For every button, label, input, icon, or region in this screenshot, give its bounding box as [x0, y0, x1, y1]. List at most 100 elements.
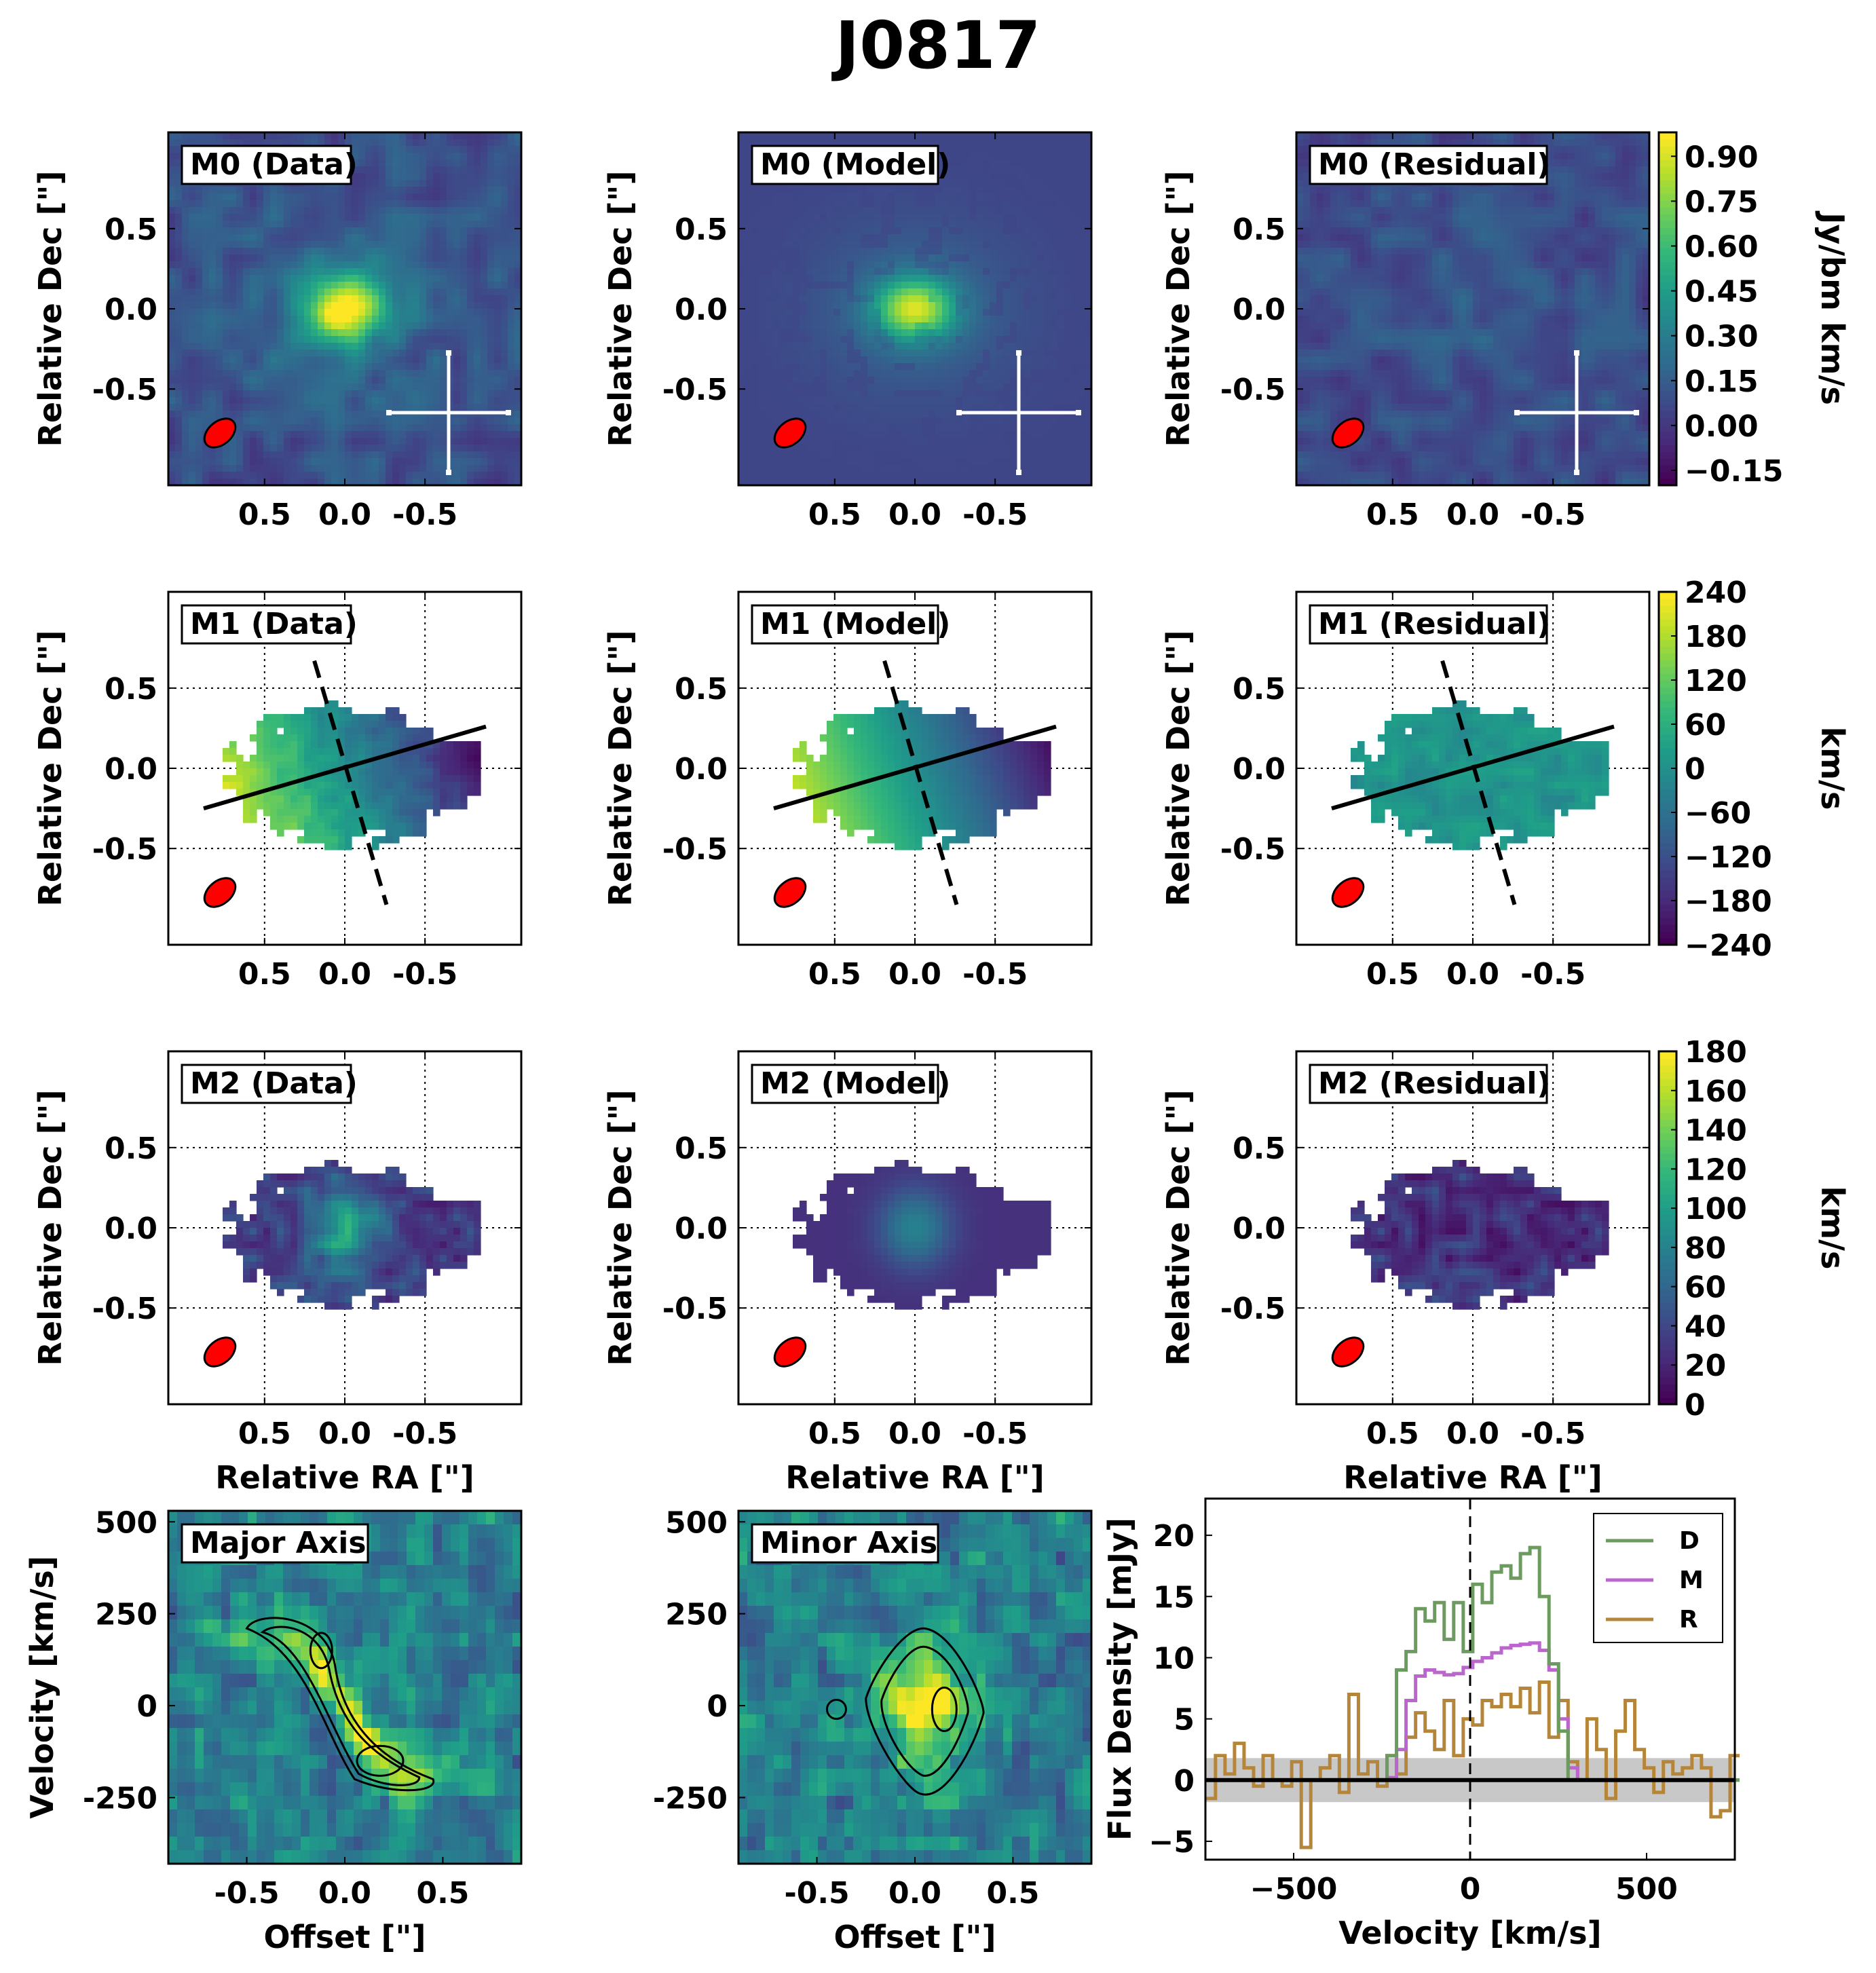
map-pixel: [223, 200, 230, 208]
map-pixel: [474, 370, 481, 377]
map-pixel: [514, 248, 522, 255]
map-pixel: [976, 180, 983, 187]
map-pixel: [168, 390, 176, 398]
map-pixel: [908, 309, 916, 316]
map-pixel: [392, 146, 400, 153]
map-pixel: [840, 282, 848, 289]
map-pixel: [915, 200, 922, 208]
map-pixel: [514, 193, 522, 201]
map-pixel: [908, 248, 916, 255]
map-pixel: [175, 282, 183, 289]
map-pixel: [833, 390, 841, 398]
map-pixel: [243, 200, 250, 208]
map-pixel: [1078, 200, 1085, 208]
map-pixel: [1010, 193, 1017, 201]
map-pixel: [284, 343, 291, 350]
map-pixel: [949, 309, 956, 316]
map-pixel: [290, 322, 298, 330]
map-pixel: [202, 261, 210, 269]
map-pixel: [467, 329, 474, 337]
map-pixel: [182, 336, 189, 343]
map-pixel: [766, 214, 773, 221]
map-pixel: [433, 248, 440, 255]
map-pixel: [915, 411, 922, 418]
map-pixel: [263, 411, 271, 418]
map-pixel: [481, 336, 488, 343]
map-pixel: [786, 383, 793, 391]
map-pixel: [800, 214, 807, 221]
map-pixel: [888, 248, 895, 255]
map-pixel: [983, 227, 990, 235]
map-pixel: [481, 377, 488, 384]
map-pixel: [263, 193, 271, 201]
map-pixel: [440, 350, 447, 357]
map-pixel: [962, 227, 970, 235]
map-pixel: [487, 377, 495, 384]
map-pixel: [1030, 241, 1038, 248]
map-pixel: [250, 411, 257, 418]
map-pixel: [338, 214, 345, 221]
map-pixel: [1085, 255, 1092, 262]
map-pixel: [820, 234, 827, 242]
map-pixel: [345, 227, 352, 235]
map-pixel: [406, 350, 413, 357]
map-pixel: [189, 417, 196, 425]
map-pixel: [290, 465, 298, 472]
map-pixel: [752, 404, 759, 411]
map-pixel: [1078, 411, 1085, 418]
map-pixel: [1057, 214, 1065, 221]
map-pixel: [413, 248, 420, 255]
map-pixel: [793, 350, 800, 357]
map-pixel: [1024, 350, 1031, 357]
map-pixel: [195, 417, 203, 425]
map-pixel: [263, 187, 271, 194]
map-pixel: [827, 295, 834, 303]
map-pixel: [766, 356, 773, 364]
map-pixel: [440, 329, 447, 337]
map-pixel: [372, 458, 379, 466]
map-pixel: [915, 363, 922, 371]
map-pixel: [372, 295, 379, 303]
map-pixel: [277, 221, 284, 228]
map-pixel: [386, 139, 393, 147]
map-pixel: [888, 370, 895, 377]
map-pixel: [290, 248, 298, 255]
map-pixel: [324, 329, 332, 337]
map-pixel: [358, 478, 366, 486]
map-pixel: [481, 329, 488, 337]
map-pixel: [915, 350, 922, 357]
map-pixel: [759, 295, 766, 303]
map-pixel: [474, 275, 481, 282]
map-pixel: [501, 451, 508, 459]
map-pixel: [345, 139, 352, 147]
map-pixel: [419, 275, 427, 282]
map-pixel: [474, 377, 481, 384]
map-pixel: [392, 329, 400, 337]
map-pixel: [494, 336, 502, 343]
map-pixel: [474, 363, 481, 371]
map-pixel: [908, 411, 916, 418]
map-pixel: [806, 255, 814, 262]
map-pixel: [487, 200, 495, 208]
map-pixel: [935, 370, 943, 377]
beam-ellipse: [203, 417, 237, 449]
map-pixel: [745, 322, 753, 330]
map-pixel: [983, 316, 990, 323]
map-pixel: [1085, 397, 1092, 405]
map-pixel: [223, 458, 230, 466]
map-pixel: [358, 200, 366, 208]
map-pixel: [236, 329, 244, 337]
map-pixel: [257, 383, 264, 391]
map-pixel: [433, 288, 440, 296]
map-pixel: [304, 377, 312, 384]
map-pixel: [1030, 302, 1038, 309]
map-pixel: [324, 139, 332, 147]
map-pixel: [202, 451, 210, 459]
map-pixel: [833, 241, 841, 248]
map-pixel: [745, 255, 753, 262]
map-pixel: [379, 404, 386, 411]
map-pixel: [867, 356, 875, 364]
map-pixel: [1010, 282, 1017, 289]
map-pixel: [358, 166, 366, 174]
map-pixel: [223, 139, 230, 147]
